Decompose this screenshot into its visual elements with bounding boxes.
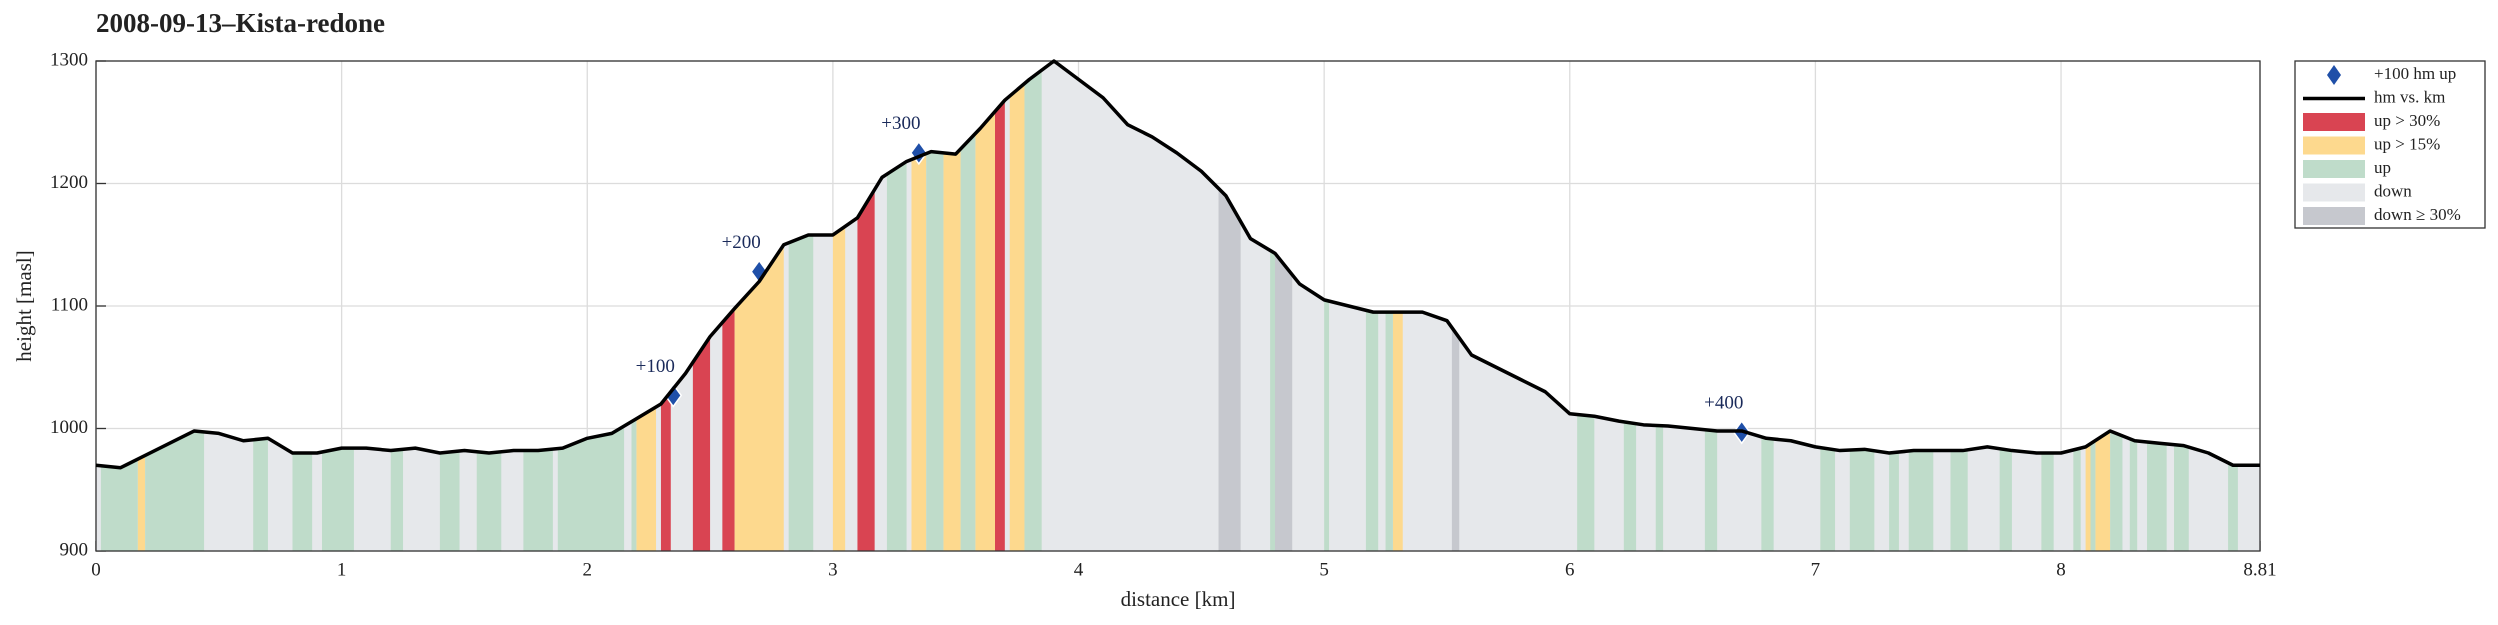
marker — [664, 383, 683, 408]
x-tick-label: 7 — [1811, 559, 1821, 580]
marker-label: +200 — [722, 232, 761, 253]
band — [1270, 61, 1276, 551]
band — [911, 61, 927, 551]
x-tick-label: 2 — [583, 559, 593, 580]
x-tick-label: 6 — [1565, 559, 1575, 580]
x-tick-label: 8.81 — [2243, 559, 2276, 580]
band — [734, 61, 784, 551]
x-tick-label: 8 — [2056, 559, 2066, 580]
band — [992, 61, 1005, 551]
x-tick-label: 4 — [1074, 559, 1084, 580]
y-tick-label: 900 — [60, 539, 89, 560]
marker — [909, 140, 928, 166]
band — [832, 61, 846, 551]
y-tick-label: 1000 — [50, 417, 88, 438]
legend-label: hm vs. km — [2374, 87, 2445, 106]
plot-frame — [95, 60, 2261, 552]
band — [886, 61, 907, 551]
legend-label: +100 hm up — [2374, 64, 2456, 83]
legend-marker — [2327, 65, 2341, 85]
band — [943, 61, 961, 551]
band — [1218, 61, 1241, 551]
x-tick-label: 1 — [337, 559, 347, 580]
marker-label: +100 — [636, 356, 675, 377]
legend-swatch — [2303, 113, 2365, 131]
x-tick-label: 0 — [91, 559, 101, 580]
y-tick-label: 1300 — [50, 49, 88, 70]
legend-label: up > 30% — [2374, 111, 2440, 130]
band — [1024, 61, 1042, 551]
band — [788, 61, 814, 551]
y-tick-label: 1200 — [50, 172, 88, 193]
marker-label: +300 — [881, 113, 920, 134]
x-tick-label: 5 — [1319, 559, 1329, 580]
band — [1324, 61, 1330, 551]
band — [975, 61, 996, 551]
legend-label: up > 15% — [2374, 134, 2440, 153]
legend-swatch — [2303, 160, 2365, 178]
band — [926, 61, 944, 551]
y-axis-label: height [masl] — [12, 250, 36, 361]
legend-label: up — [2374, 158, 2391, 177]
legend-swatch — [2303, 183, 2365, 202]
chart-title: 2008-09-13–Kista-redone — [96, 8, 385, 38]
x-axis-label: distance [km] — [1121, 587, 1236, 611]
band — [960, 61, 976, 551]
legend-label: down ≥ 30% — [2374, 205, 2461, 224]
legend-swatch — [2303, 207, 2365, 225]
marker-label: +400 — [1704, 393, 1743, 414]
band — [1009, 61, 1025, 551]
elevation-line — [95, 59, 2260, 470]
x-tick-label: 3 — [828, 559, 838, 580]
y-tick-label: 1100 — [51, 294, 88, 315]
band — [1275, 61, 1293, 551]
legend-label: down — [2374, 181, 2412, 200]
legend-swatch — [2303, 136, 2365, 155]
band — [857, 61, 875, 551]
